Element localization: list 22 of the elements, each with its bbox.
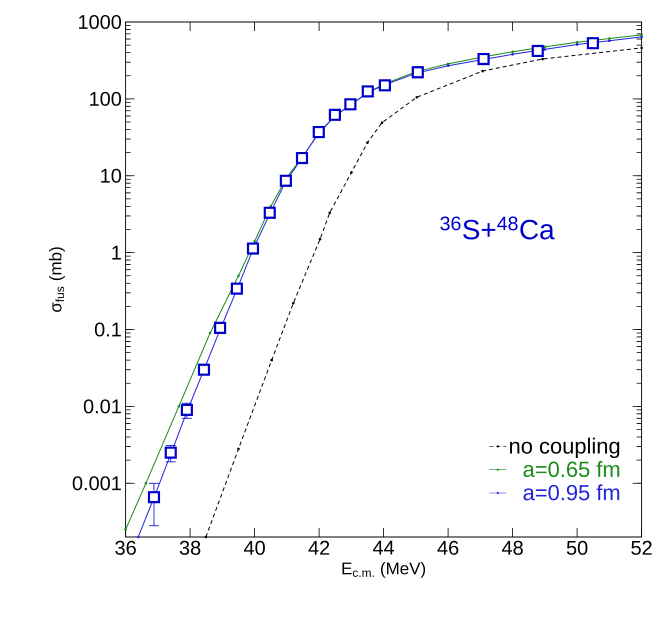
annotation: $^{36}$S+$^{48}$Ca — [440, 216, 555, 240]
x-tick-label: 38 — [180, 540, 200, 555]
y-tick-label: 0.01 — [84, 399, 121, 414]
y-tick-label: 0.1 — [94, 322, 121, 337]
x-tick-label: 42 — [308, 540, 330, 555]
y-axis-title: σ$_{fus}$ (mb) — [49, 247, 65, 312]
x-tick-label: 48 — [502, 540, 523, 555]
legend-label: a=0.65 fm — [524, 460, 620, 478]
x-tick-label: 52 — [631, 540, 652, 555]
y-tick-label: 100 — [90, 92, 122, 106]
y-tick-label: 1000 — [79, 14, 122, 30]
legend-label: no coupling — [510, 438, 620, 458]
x-tick-label: 44 — [372, 540, 394, 554]
y-tick-label: 0.001 — [72, 476, 121, 490]
y-tick-label: 1 — [112, 246, 121, 260]
x-tick-label: 40 — [244, 540, 265, 555]
x-tick-label: 46 — [437, 540, 458, 555]
x-tick-label: 36 — [115, 540, 136, 555]
x-tick-label: 50 — [566, 540, 588, 555]
legend-label: a=0.95 fm — [524, 484, 620, 500]
y-tick-label: 10 — [101, 168, 122, 183]
x-axis-title: E$_{c.m.}$ (MeV) — [342, 562, 426, 578]
